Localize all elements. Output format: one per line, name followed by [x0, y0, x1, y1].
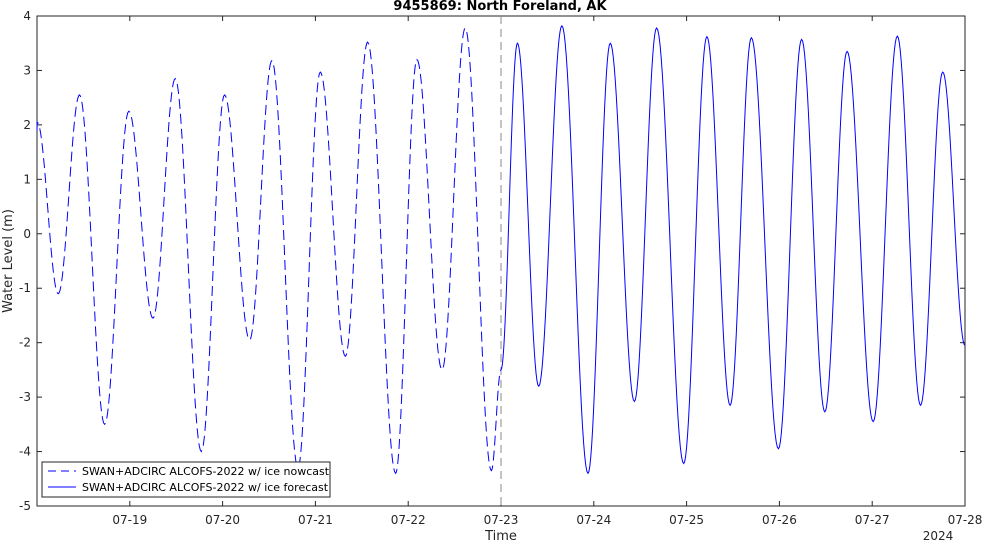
legend-label-nowcast: SWAN+ADCIRC ALCOFS-2022 w/ ice nowcast: [82, 465, 330, 478]
y-tick-label: 2: [23, 118, 31, 132]
y-tick-label: 4: [23, 9, 31, 23]
y-tick-label: 1: [23, 172, 31, 186]
x-tick-label: 07-27: [855, 513, 890, 527]
x-axis-ticks: 07-19 07-20 07-21 07-22 07-23 07-24 07-25 07-26…: [112, 16, 982, 527]
y-tick-label: -2: [19, 336, 31, 350]
y-tick-label: -5: [19, 499, 31, 513]
x-tick-label: 07-21: [298, 513, 333, 527]
y-tick-label: 3: [23, 63, 31, 77]
series-nowcast-line: [36, 27, 502, 475]
y-tick-label: -3: [19, 390, 31, 404]
x-tick-label: 07-22: [391, 513, 426, 527]
x-axis-year-label: 2024: [923, 529, 954, 541]
x-tick-label: 07-26: [762, 513, 797, 527]
series-forecast-line: [500, 24, 966, 475]
x-tick-label: 07-24: [576, 513, 611, 527]
y-tick-label: 0: [23, 227, 31, 241]
legend-label-forecast: SWAN+ADCIRC ALCOFS-2022 w/ ice forecast: [82, 481, 329, 494]
chart-title: 9455869: North Foreland, AK: [393, 0, 607, 14]
x-tick-label: 07-28: [948, 513, 982, 527]
y-axis-label: Water Level (m): [1, 209, 16, 313]
y-tick-label: -4: [19, 445, 31, 459]
x-axis-label: Time: [484, 529, 517, 541]
x-tick-label: 07-23: [484, 513, 519, 527]
x-tick-label: 07-25: [669, 513, 704, 527]
legend-box: [41, 461, 331, 498]
x-tick-label: 07-20: [205, 513, 240, 527]
x-tick-label: 07-19: [112, 513, 147, 527]
legend: SWAN+ADCIRC ALCOFS-2022 w/ ice nowcast S…: [41, 461, 331, 498]
y-tick-label: -1: [19, 281, 31, 295]
